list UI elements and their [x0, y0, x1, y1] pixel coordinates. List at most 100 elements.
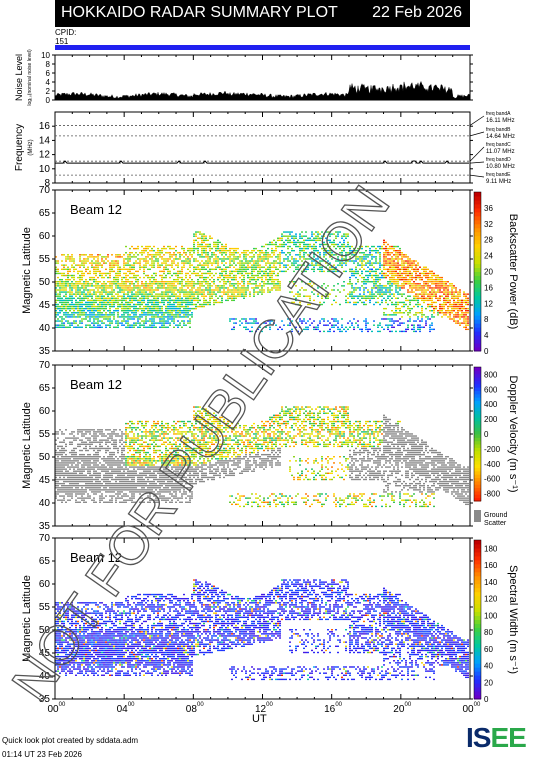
power-cell	[317, 262, 319, 264]
power-cell	[321, 247, 323, 250]
power-cell	[329, 262, 331, 264]
power-cell	[237, 247, 239, 250]
power-cell	[63, 266, 65, 268]
power-cell	[397, 260, 399, 262]
power-cell	[387, 326, 389, 328]
power-cell	[153, 295, 155, 297]
power-cell	[337, 233, 339, 235]
power-cell	[343, 281, 345, 283]
power-cell	[87, 299, 89, 302]
power-cell	[399, 293, 401, 295]
power-cell	[377, 274, 379, 277]
power-cell	[63, 285, 65, 287]
power-cell	[205, 287, 207, 289]
power-cell	[95, 274, 97, 277]
power-cell	[275, 285, 277, 287]
power-cell	[299, 318, 301, 320]
power-cell	[137, 281, 139, 283]
power-cell	[67, 326, 69, 328]
power-cell	[447, 295, 449, 297]
power-cell	[245, 289, 247, 291]
power-cell	[297, 245, 299, 248]
power-cell	[431, 278, 433, 281]
power-cell	[167, 291, 169, 293]
power-cell	[395, 268, 397, 271]
power-cell	[223, 283, 225, 285]
power-cell	[89, 326, 91, 328]
power-cell	[433, 289, 435, 291]
velocity-cell	[73, 468, 75, 470]
power-cell	[433, 291, 435, 293]
power-cell	[297, 264, 299, 266]
power-cell	[389, 314, 391, 316]
power-cell	[57, 307, 59, 310]
power-cell	[65, 293, 67, 295]
power-cell	[377, 252, 379, 254]
power-cell	[161, 278, 163, 281]
power-cell	[389, 285, 391, 287]
power-cell	[71, 276, 73, 279]
power-cell	[201, 243, 203, 246]
power-cell	[363, 301, 365, 304]
power-cell	[289, 239, 291, 242]
power-cell	[111, 295, 113, 297]
power-cell	[187, 316, 189, 318]
power-cell	[179, 295, 181, 297]
power-cell	[255, 283, 257, 285]
power-cell	[69, 297, 71, 299]
velocity-cell	[61, 431, 63, 433]
power-cell	[287, 264, 289, 266]
power-cell	[151, 326, 153, 328]
power-cell	[409, 316, 411, 318]
power-cell	[387, 270, 389, 273]
velocity-cell	[65, 460, 67, 462]
power-cell	[65, 301, 67, 304]
power-cell	[383, 291, 385, 293]
power-cell	[295, 303, 297, 306]
velocity-cell	[75, 470, 77, 472]
power-cell	[135, 287, 137, 289]
power-cell	[153, 322, 155, 324]
power-cell	[451, 310, 453, 312]
frequency-band-label: freq bandE	[486, 172, 511, 178]
power-cell	[309, 324, 311, 326]
power-colorbar-cell	[474, 207, 481, 213]
power-cell	[61, 283, 63, 285]
power-cell	[279, 245, 281, 248]
velocity-cell	[77, 480, 79, 483]
power-cell	[321, 231, 323, 233]
power-cell	[431, 287, 433, 289]
power-cell	[123, 310, 125, 312]
power-cell	[57, 305, 59, 308]
power-cell	[157, 285, 159, 287]
power-cell	[323, 254, 325, 256]
power-cell	[467, 307, 469, 310]
velocity-cell	[61, 453, 63, 456]
power-cell	[313, 239, 315, 242]
power-cell	[179, 299, 181, 302]
power-cell	[63, 281, 65, 283]
power-cell	[425, 289, 427, 291]
power-cell	[263, 285, 265, 287]
power-cell	[163, 324, 165, 326]
power-cell	[89, 310, 91, 312]
power-cell	[365, 270, 367, 273]
power-cell	[245, 256, 247, 258]
power-cell	[211, 297, 213, 299]
power-cell	[127, 322, 129, 324]
power-cell	[239, 268, 241, 271]
power-cell	[275, 245, 277, 248]
power-cell	[221, 297, 223, 299]
power-cell	[245, 249, 247, 252]
power-cell	[191, 254, 193, 256]
power-cell	[295, 268, 297, 271]
power-cell	[339, 330, 341, 333]
power-cell	[401, 305, 403, 308]
power-cell	[175, 272, 177, 275]
power-cell	[151, 247, 153, 250]
power-cell	[185, 316, 187, 318]
power-cell	[417, 262, 419, 264]
power-cell	[313, 328, 315, 331]
noise-ytick-label: 8	[46, 60, 51, 69]
power-cell	[433, 281, 435, 283]
